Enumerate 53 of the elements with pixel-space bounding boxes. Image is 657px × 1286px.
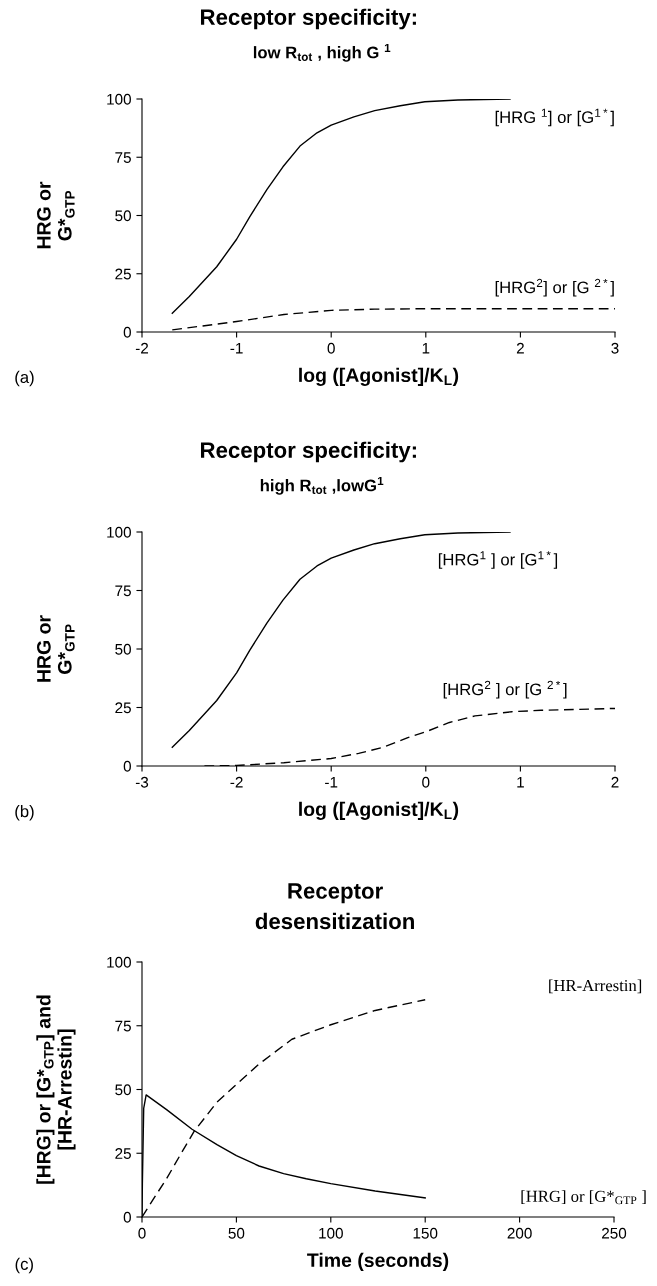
x-tick-label: 50 [228,1227,245,1239]
chart-title: Receptor specificity: [200,8,416,30]
chart-title: Receptor desensitization [255,883,414,930]
y-tick-label: 0 [123,1211,131,1223]
chart-subtitle: high R$_{tot}$ ,lowG$^{1}$ [260,477,384,495]
y-tick-label: 50 [115,210,131,222]
x-tick-label: 1 [422,342,430,354]
x-tick-label: 250 [602,1227,627,1239]
y-tick-label: 100 [107,93,131,105]
x-tick-label: 2 [611,776,619,788]
x-tick-label: 0 [422,776,430,788]
chart-subtitle: low R$_{tot}$ , high G $^{1}$ [253,44,391,62]
x-tick-label: 1 [517,776,524,788]
x-tick-label: 100 [319,1227,343,1239]
y-tick-label: 50 [115,1084,131,1096]
y-tick-label: 50 [115,643,131,655]
x-axis-title: log ([Agonist]/K$_{L}$) [299,801,459,820]
x-tick-label: -2 [230,776,243,788]
text: (c) [15,1257,33,1274]
series-label: [HRG$^{2}$] or [G $^{2*}$] [495,278,614,297]
x-tick-label: 0 [327,342,335,354]
text: [HR-Arrestin] [549,979,642,994]
y-tick-label: 100 [107,526,131,538]
y-tick-label: 25 [115,702,131,714]
series-label: [HRG $^{1}$] or [G$^{1*}$] [495,108,614,127]
series-label: [HRG$^{1}$ ] or [G$^{1*}$] [438,551,558,569]
y-tick-label: 75 [115,1020,131,1032]
x-tick-label: -3 [135,776,149,788]
x-tick-label: -1 [230,342,243,354]
x-tick-label: 200 [507,1227,532,1239]
chart-title: Receptor specificity: [200,441,416,463]
x-tick-label: 3 [611,342,619,354]
y-axis-title: HRG or G*$_{GTP}$ [36,615,75,682]
x-axis-title: log ([Agonist]/K$_{L}$) [299,367,459,386]
y-tick-label: 0 [123,326,131,338]
series-label: [HRG$^{2}$ ] or [G $^{2*}$] [443,680,567,699]
y-tick-label: 25 [115,268,131,280]
text: [HRG] or [G*$_{GTP}$ ] [521,1190,646,1205]
x-tick-label: 150 [413,1227,438,1239]
y-axis-title: HRG or G*$_{GTP}$ [36,181,75,249]
x-tick-label: -1 [325,776,338,788]
text: (a) [15,370,34,387]
y-tick-label: 0 [123,760,131,772]
x-axis-title: Time (seconds) [307,1252,449,1271]
y-tick-label: 75 [115,152,131,163]
y-tick-label: 25 [115,1148,131,1159]
x-tick-label: 0 [138,1227,146,1239]
y-tick-label: 100 [107,956,131,968]
y-tick-label: 75 [115,585,131,597]
x-tick-label: -2 [135,342,149,354]
text: (b) [15,805,34,821]
y-axis-title: [HRG] or [G*$_{GTP}$] and [HR-Arrestin] [36,995,76,1184]
x-tick-label: 2 [516,342,524,354]
